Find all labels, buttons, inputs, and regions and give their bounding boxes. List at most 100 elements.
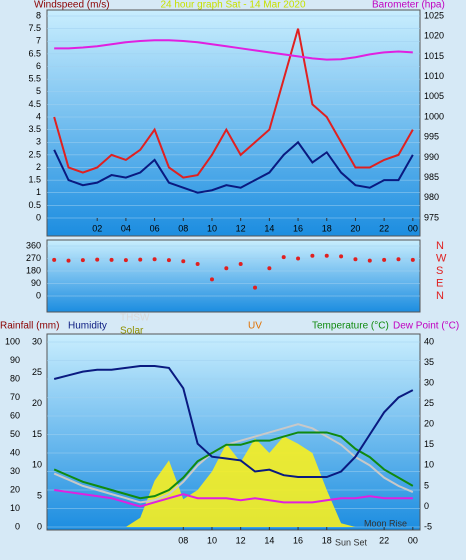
x-tick-label: 14 bbox=[264, 223, 274, 233]
y-tick-label: 100 bbox=[5, 336, 20, 346]
point bbox=[195, 262, 200, 267]
y2-tick-label: 40 bbox=[424, 336, 434, 346]
series-line bbox=[53, 423, 414, 504]
x-tick-label: 22 bbox=[379, 535, 389, 545]
chart-title: 24 hour graph Sat - 14 Mar 2020 bbox=[160, 0, 306, 11]
point bbox=[95, 257, 100, 262]
point bbox=[382, 257, 387, 262]
point bbox=[339, 254, 344, 259]
y2-tick-label: 990 bbox=[424, 152, 439, 162]
y-tick-label: 4 bbox=[36, 111, 41, 121]
y2-tick-label: E bbox=[436, 277, 443, 289]
point bbox=[166, 258, 171, 263]
y2-tick-label: W bbox=[436, 252, 447, 264]
point bbox=[123, 258, 128, 263]
x-tick-label: 02 bbox=[92, 223, 102, 233]
point bbox=[152, 257, 157, 262]
point bbox=[80, 258, 85, 263]
y2-tick-label: 20 bbox=[424, 419, 434, 429]
y-tick-label: 6.5 bbox=[28, 48, 41, 58]
y2-tick-label: 35 bbox=[424, 357, 434, 367]
panel-bg bbox=[46, 239, 421, 313]
y-tick-label: 3.5 bbox=[28, 124, 41, 134]
point bbox=[281, 255, 286, 260]
y-tick-label: 0 bbox=[36, 212, 41, 222]
x-tick-label: 06 bbox=[150, 223, 160, 233]
y2-tick-label: N bbox=[436, 290, 444, 302]
y-tick-label: 30 bbox=[10, 466, 20, 476]
y2-tick-label: 1005 bbox=[424, 91, 444, 101]
axis-label: Rainfall (mm) bbox=[0, 321, 59, 332]
y-tick-label: 90 bbox=[31, 278, 41, 288]
y3-tick-label: 30 bbox=[32, 336, 42, 346]
axis-label: Solar bbox=[120, 326, 144, 337]
point bbox=[396, 257, 401, 262]
y-tick-label: 4.5 bbox=[28, 99, 41, 109]
point bbox=[310, 253, 315, 258]
point bbox=[66, 258, 71, 263]
y-tick-label: 80 bbox=[10, 373, 20, 383]
y3-tick-label: 25 bbox=[32, 367, 42, 377]
point bbox=[367, 258, 372, 263]
y-tick-label: 70 bbox=[10, 392, 20, 402]
y-tick-label: 90 bbox=[10, 355, 20, 365]
point bbox=[209, 277, 214, 282]
point bbox=[267, 266, 272, 271]
y-tick-label: 1.5 bbox=[28, 175, 41, 185]
y2-tick-label: 995 bbox=[424, 132, 439, 142]
x-tick-label: 20 bbox=[350, 223, 360, 233]
x-tick-label: 18 bbox=[322, 535, 332, 545]
y-tick-label: 20 bbox=[10, 484, 20, 494]
panel-bg bbox=[46, 9, 421, 237]
y-tick-label: 6 bbox=[36, 61, 41, 71]
series-line bbox=[53, 140, 414, 194]
y-tick-label: 3 bbox=[36, 137, 41, 147]
y-tick-label: 270 bbox=[26, 253, 41, 263]
y-tick-label: 0 bbox=[36, 290, 41, 300]
series-line bbox=[53, 431, 414, 500]
y2-tick-label: 15 bbox=[424, 439, 434, 449]
axis-label: Dew Point (°C) bbox=[393, 321, 459, 332]
y-tick-label: 10 bbox=[10, 503, 20, 513]
y-tick-label: 7.5 bbox=[28, 23, 41, 33]
y-tick-label: 5.5 bbox=[28, 74, 41, 84]
y2-tick-label: 975 bbox=[424, 212, 439, 222]
y3-tick-label: 5 bbox=[37, 491, 42, 501]
point bbox=[138, 257, 143, 262]
series-line bbox=[54, 489, 413, 508]
y3-tick-label: 10 bbox=[32, 460, 42, 470]
y-tick-label: 8 bbox=[36, 10, 41, 20]
y2-tick-label: 25 bbox=[424, 398, 434, 408]
y2-tick-label: 0 bbox=[424, 501, 429, 511]
x-tick-label: 00 bbox=[408, 223, 418, 233]
x-tick-label: 12 bbox=[236, 223, 246, 233]
y3-tick-label: 15 bbox=[32, 429, 42, 439]
x-tick-label: 16 bbox=[293, 535, 303, 545]
point bbox=[253, 285, 258, 290]
series-line bbox=[53, 365, 414, 479]
y2-tick-label: 980 bbox=[424, 192, 439, 202]
y3-tick-label: 0 bbox=[37, 521, 42, 531]
point bbox=[296, 256, 301, 261]
y2-tick-label: -5 bbox=[424, 521, 432, 531]
annotation: Sun Set bbox=[335, 537, 368, 547]
axis-label: Temperature (°C) bbox=[312, 321, 389, 332]
y2-tick-label: 30 bbox=[424, 377, 434, 387]
point bbox=[224, 266, 229, 271]
x-tick-label: 08 bbox=[178, 223, 188, 233]
point bbox=[238, 262, 243, 267]
y2-tick-label: 985 bbox=[424, 172, 439, 182]
point bbox=[410, 257, 415, 262]
y-tick-label: 180 bbox=[26, 265, 41, 275]
y-tick-label: 2 bbox=[36, 162, 41, 172]
point bbox=[353, 257, 358, 262]
y2-axis-label: Barometer (hpa) bbox=[372, 0, 445, 11]
y2-tick-label: 1010 bbox=[424, 71, 444, 81]
y2-tick-label: 1015 bbox=[424, 51, 444, 61]
series-line bbox=[53, 28, 414, 179]
y-tick-label: 360 bbox=[26, 240, 41, 250]
axis-label: UV bbox=[248, 321, 262, 332]
point bbox=[324, 253, 329, 258]
y-tick-label: 5 bbox=[36, 86, 41, 96]
